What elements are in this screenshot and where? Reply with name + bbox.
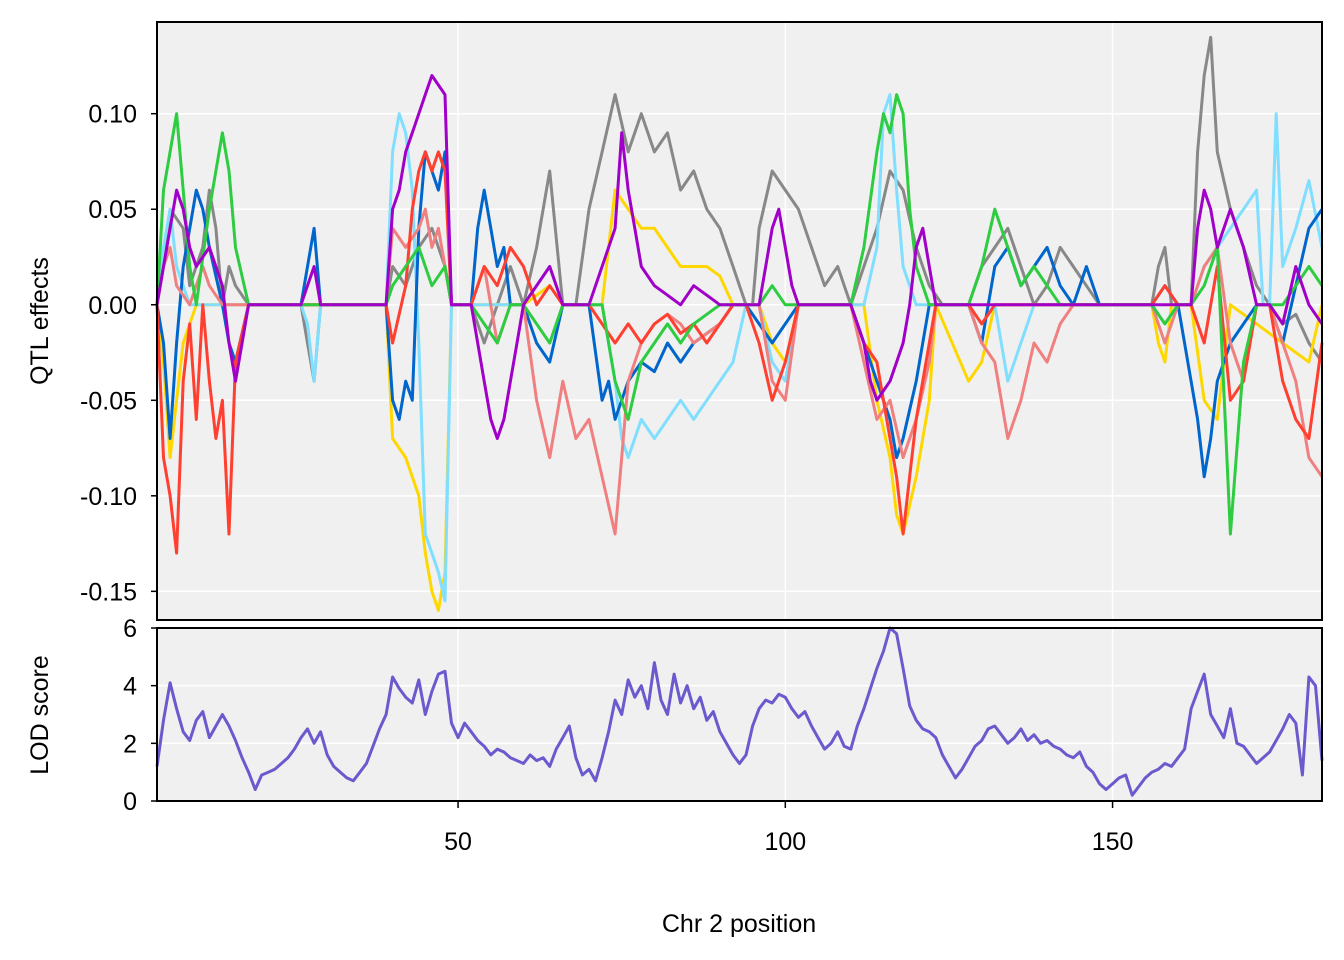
lod-score-line <box>155 626 1324 797</box>
lod-y-axis-title: LOD score <box>26 655 54 774</box>
lod-y-ticks: 0 2 4 6 <box>123 615 157 816</box>
lod-y-tick-label: 2 <box>123 730 137 758</box>
lod-y-tick-label: 6 <box>123 615 137 643</box>
effects-plot-border <box>156 21 1323 621</box>
effects-y-tick-label: -0.05 <box>80 387 137 415</box>
effect-series-line-8 <box>155 74 1324 440</box>
x-axis-title: Chr 2 position <box>662 910 816 938</box>
effects-y-tick-label: 0.00 <box>88 292 137 320</box>
lod-series-group <box>155 626 1324 797</box>
x-tick-label: 150 <box>1092 828 1134 856</box>
effects-y-ticks: 0.10 0.05 0.00 -0.05 -0.10 -0.15 <box>80 101 157 606</box>
lod-y-tick-label: 0 <box>123 788 137 816</box>
effect-series-line-5 <box>155 207 1324 536</box>
lod-plot-border <box>156 627 1323 802</box>
x-ticks: 50 100 150 <box>444 801 1133 856</box>
effects-series-group <box>155 35 1324 612</box>
effects-y-tick-label: 0.05 <box>88 196 137 224</box>
lod-plot-background <box>157 628 1322 801</box>
lod-panel: 0 2 4 6 50 100 150 LOD score Chr 2 position <box>26 615 1324 938</box>
effects-panel: 0.10 0.05 0.00 -0.05 -0.10 -0.15 QTL effects <box>26 21 1324 621</box>
x-tick-label: 100 <box>764 828 806 856</box>
effects-y-tick-label: -0.15 <box>80 578 137 606</box>
lod-y-tick-label: 4 <box>123 673 137 701</box>
effect-series-line-6 <box>155 150 1324 555</box>
x-tick-label: 50 <box>444 828 472 856</box>
effects-y-tick-label: -0.10 <box>80 483 137 511</box>
effects-y-tick-label: 0.10 <box>88 101 137 129</box>
effects-y-axis-title: QTL effects <box>26 257 54 385</box>
effects-plot-background <box>157 22 1322 620</box>
